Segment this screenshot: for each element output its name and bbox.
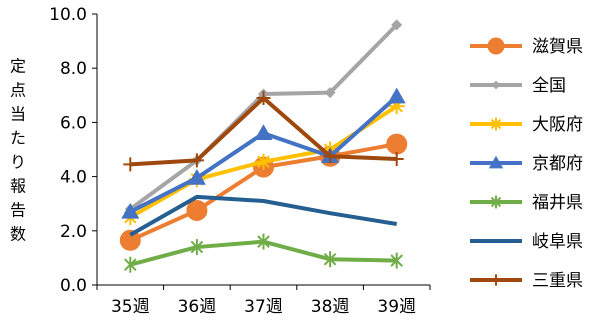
series-line bbox=[129, 194, 398, 237]
data-point bbox=[256, 91, 271, 106]
y-axis-title-char: り bbox=[10, 153, 26, 172]
legend-marker bbox=[490, 274, 502, 286]
data-point bbox=[121, 202, 140, 219]
y-tick-labels: 0.0 2.0 4.0 6.0 8.0 10.0 bbox=[49, 5, 87, 296]
legend-label: 福井県 bbox=[532, 193, 583, 213]
data-point bbox=[391, 19, 403, 31]
y-axis-title-char: 当 bbox=[10, 105, 26, 124]
data-point bbox=[389, 151, 404, 166]
y-axis-title-char: 報 bbox=[10, 177, 26, 196]
legend-label: 三重県 bbox=[532, 271, 583, 291]
y-tick-label: 10.0 bbox=[49, 5, 87, 25]
y-tick-label: 2.0 bbox=[60, 222, 87, 242]
data-point bbox=[255, 153, 272, 170]
y-tick-label: 4.0 bbox=[60, 168, 87, 188]
data-point bbox=[119, 229, 141, 251]
series-line bbox=[129, 23, 399, 211]
legend-label: 滋賀県 bbox=[532, 37, 583, 57]
data-point bbox=[123, 157, 138, 172]
legend-marker bbox=[488, 155, 504, 169]
legend-marker bbox=[490, 195, 502, 209]
x-tick-label: 39週 bbox=[377, 297, 416, 317]
data-point bbox=[324, 87, 336, 99]
data-point bbox=[254, 124, 273, 140]
x-tick-label: 37週 bbox=[244, 297, 283, 317]
data-point bbox=[187, 168, 206, 185]
y-tick-label: 0.0 bbox=[60, 276, 87, 296]
data-point bbox=[323, 149, 338, 164]
y-axis-title-char: 数 bbox=[10, 225, 26, 244]
data-point bbox=[323, 251, 337, 268]
data-point bbox=[387, 87, 406, 104]
data-point bbox=[386, 133, 408, 155]
series-7 bbox=[123, 91, 404, 172]
data-point bbox=[123, 256, 137, 273]
legend-item: 全国 bbox=[470, 76, 566, 96]
data-point bbox=[190, 239, 204, 256]
x-tick-label: 38週 bbox=[311, 297, 350, 317]
legend-marker bbox=[487, 37, 505, 55]
y-axis-title-char: た bbox=[10, 129, 26, 148]
legend-label: 大阪府 bbox=[532, 115, 583, 135]
legend-marker bbox=[491, 80, 501, 90]
y-tick-label: 6.0 bbox=[60, 113, 87, 133]
data-point bbox=[189, 153, 204, 168]
y-axis-title-char: 点 bbox=[10, 81, 26, 100]
x-tick-label: 36週 bbox=[178, 297, 217, 317]
series-group bbox=[119, 19, 408, 273]
series-1 bbox=[119, 133, 408, 251]
y-tick-label: 8.0 bbox=[60, 59, 87, 79]
legend-label: 岐阜県 bbox=[532, 232, 583, 252]
legend-label: 全国 bbox=[532, 76, 566, 96]
data-point bbox=[186, 199, 208, 221]
data-point bbox=[390, 252, 404, 269]
legend-item: 京都府 bbox=[470, 154, 583, 174]
y-axis-title-char: 告 bbox=[10, 201, 26, 220]
series-2 bbox=[124, 19, 403, 215]
legend-item: 大阪府 bbox=[470, 115, 583, 135]
y-axis-title-char: 定 bbox=[10, 57, 26, 76]
legend-item: 福井県 bbox=[470, 193, 583, 213]
x-tick-label: 35週 bbox=[111, 297, 150, 317]
legend-item: 滋賀県 bbox=[470, 37, 583, 57]
series-6 bbox=[129, 194, 398, 237]
series-5 bbox=[123, 233, 404, 273]
x-tick-labels: 35週 36週 37週 38週 39週 bbox=[111, 297, 416, 317]
legend-item: 岐阜県 bbox=[470, 232, 583, 252]
legend-marker bbox=[489, 117, 503, 131]
legend-item: 三重県 bbox=[470, 271, 583, 291]
data-point bbox=[257, 233, 270, 250]
legend-label: 京都府 bbox=[532, 154, 583, 174]
axes bbox=[92, 13, 431, 290]
